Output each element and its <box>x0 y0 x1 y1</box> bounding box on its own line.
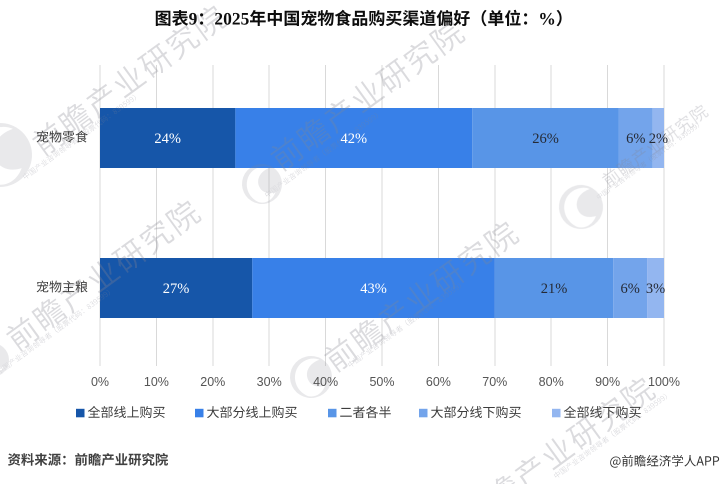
svg-text:90%: 90% <box>595 375 620 389</box>
svg-text:3%: 3% <box>646 281 665 297</box>
svg-text:70%: 70% <box>482 375 507 389</box>
svg-text:30%: 30% <box>257 375 282 389</box>
svg-text:42%: 42% <box>341 131 368 147</box>
svg-text:27%: 27% <box>163 281 190 297</box>
svg-text:43%: 43% <box>360 281 387 297</box>
svg-text:2%: 2% <box>649 131 668 147</box>
svg-text:10%: 10% <box>144 375 169 389</box>
svg-text:80%: 80% <box>539 375 564 389</box>
svg-text:40%: 40% <box>313 375 338 389</box>
svg-text:50%: 50% <box>369 375 394 389</box>
svg-text:6%: 6% <box>621 281 640 297</box>
svg-text:0%: 0% <box>91 375 109 389</box>
svg-text:100%: 100% <box>648 375 680 389</box>
svg-text:26%: 26% <box>532 131 559 147</box>
svg-text:6%: 6% <box>626 131 645 147</box>
svg-text:20%: 20% <box>200 375 225 389</box>
svg-text:24%: 24% <box>154 131 181 147</box>
svg-text:60%: 60% <box>426 375 451 389</box>
svg-text:21%: 21% <box>541 281 568 297</box>
